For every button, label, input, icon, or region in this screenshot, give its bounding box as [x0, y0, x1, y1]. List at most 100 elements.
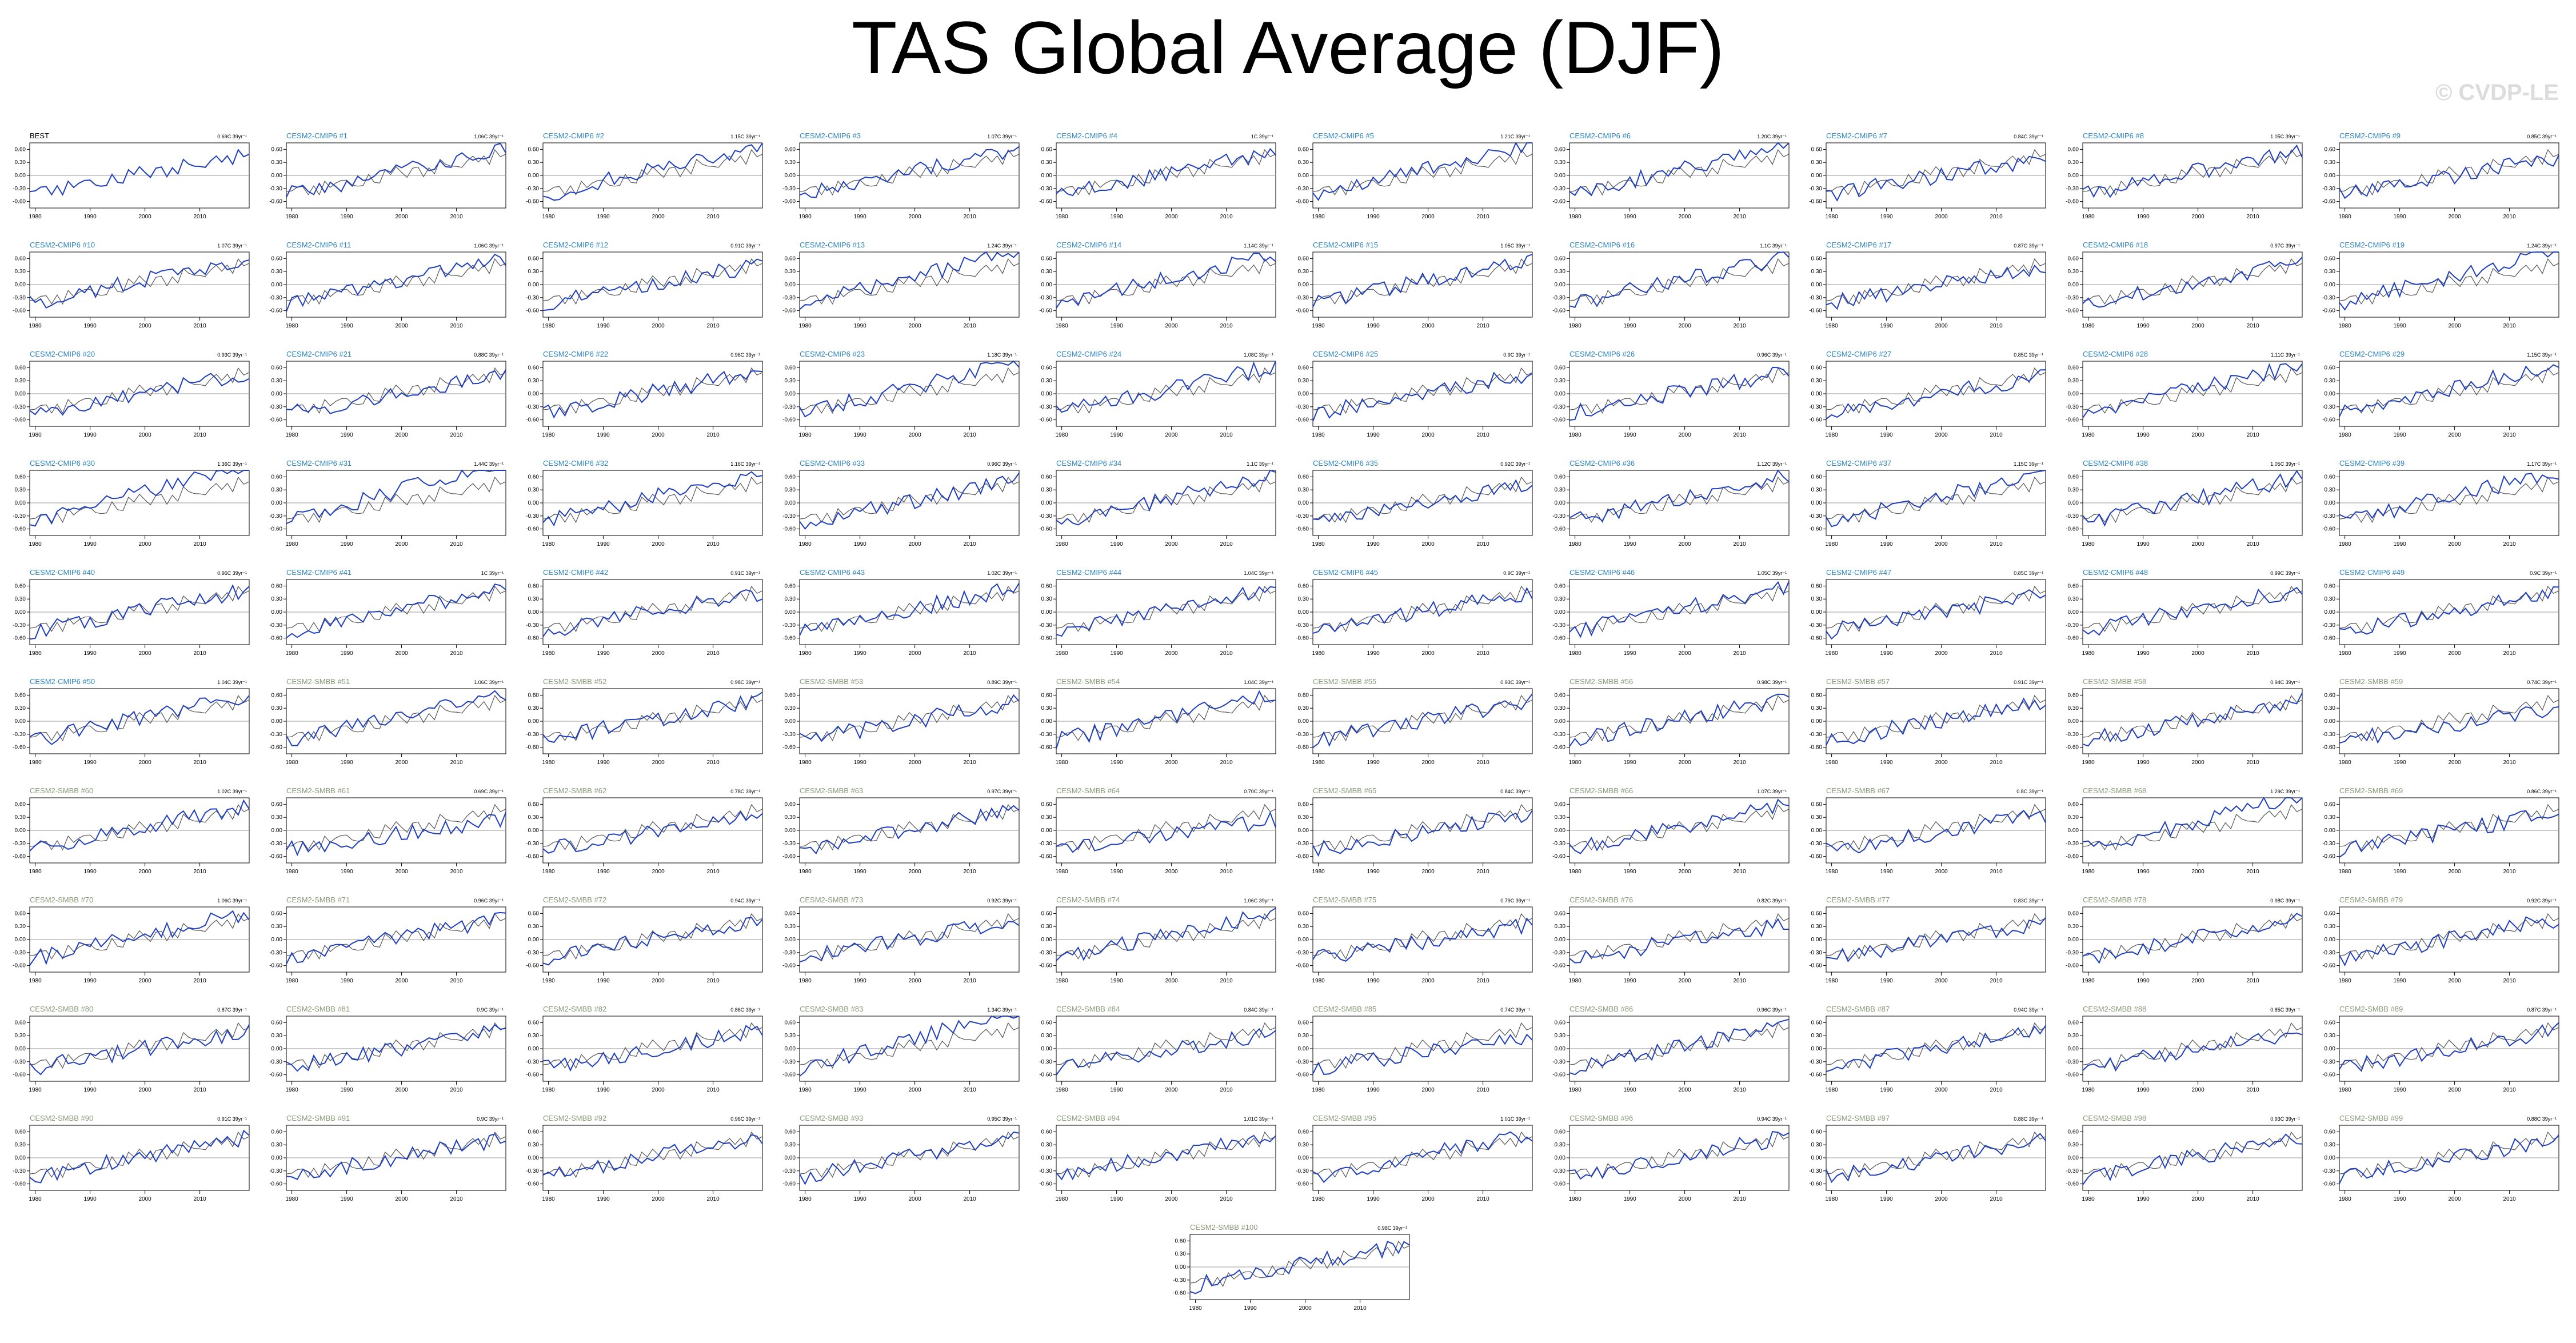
y-tick-label: -0.60 — [2322, 1072, 2335, 1078]
panel-trend: 0.95C 39yr⁻¹ — [987, 1116, 1017, 1122]
x-tick-label: 2000 — [1165, 432, 1178, 438]
x-tick-label: 2000 — [1421, 214, 1435, 220]
panel-trend: 0.78C 39yr⁻¹ — [730, 789, 760, 794]
y-tick-label: 0.60 — [528, 801, 540, 808]
x-tick-label: 1980 — [1312, 650, 1325, 657]
x-tick-label: 2010 — [193, 869, 206, 875]
chart-panel: CESM2-SMBB #79 0.92C 39yr⁻¹ 0.60 0.30 0.00 -0… — [2322, 896, 2559, 984]
panel-trend: 0.79C 39yr⁻¹ — [1500, 898, 1530, 904]
chart-panel: CESM2-SMBB #78 0.98C 39yr⁻¹ 0.60 0.30 0.00 -0… — [2066, 896, 2303, 984]
x-tick-label: 2010 — [1733, 978, 1746, 984]
y-tick-label: 0.30 — [1811, 596, 1823, 602]
panel-title: CESM2-CMIP6 #38 — [2083, 459, 2148, 467]
y-tick-label: -0.60 — [2066, 745, 2079, 751]
y-tick-label: 0.00 — [2068, 1155, 2079, 1161]
x-tick-label: 1990 — [1880, 978, 1893, 984]
y-tick-label: 0.60 — [1298, 583, 1309, 589]
y-tick-label: 0.60 — [1811, 146, 1823, 153]
x-tick-label: 1990 — [1244, 1305, 1257, 1312]
y-tick-label: 0.00 — [1811, 609, 1823, 615]
chart-panel: BEST 0.69C 39yr⁻¹ 0.60 0.30 0.00 -0.30 -0.60 19… — [13, 131, 250, 220]
y-tick-label: 0.30 — [271, 924, 283, 930]
model-series-line — [1056, 469, 1276, 526]
x-tick-label: 1990 — [853, 541, 866, 547]
y-tick-label: 0.60 — [2325, 1020, 2336, 1026]
y-tick-label: -0.30 — [782, 404, 796, 410]
chart-panel: CESM2-CMIP6 #49 0.9C 39yr⁻¹ 0.60 0.30 0.00 -0… — [2322, 568, 2559, 657]
y-tick-label: 0.00 — [1811, 1155, 1823, 1161]
x-tick-label: 2000 — [1935, 978, 1948, 984]
chart-panel: CESM2-SMBB #69 0.86C 39yr⁻¹ 0.60 0.30 0.00 -0… — [2322, 786, 2559, 875]
x-tick-label: 2000 — [1678, 760, 1691, 766]
x-tick-label: 1980 — [1055, 323, 1068, 329]
obs-series-line — [542, 585, 763, 633]
model-series-line — [1826, 264, 2046, 310]
y-tick-label: 0.30 — [15, 814, 26, 821]
obs-series-line — [2082, 149, 2303, 196]
x-tick-label: 1990 — [2136, 541, 2150, 547]
panel-title: CESM2-SMBB #100 — [1190, 1223, 1258, 1232]
panel-trend: 1.16C 39yr⁻¹ — [730, 461, 760, 467]
y-tick-label: 0.00 — [1555, 173, 1566, 179]
y-tick-label: 0.00 — [2325, 282, 2336, 288]
x-tick-label: 1980 — [2338, 978, 2351, 984]
x-tick-label: 2000 — [2448, 541, 2461, 547]
x-tick-label: 1990 — [83, 978, 97, 984]
y-tick-label: -0.60 — [1296, 1181, 1309, 1188]
panel-title: CESM2-CMIP6 #23 — [800, 350, 865, 358]
chart-panel: CESM2-SMBB #52 0.98C 39yr⁻¹ 0.60 0.30 0.00 -0… — [526, 677, 763, 766]
y-tick-label: 0.00 — [2325, 937, 2336, 943]
y-tick-label: 0.00 — [1811, 282, 1823, 288]
panel-title: CESM2-CMIP6 #50 — [30, 677, 95, 686]
chart-panel: CESM2-SMBB #96 0.94C 39yr⁻¹ 0.60 0.30 0.00 -0… — [1552, 1114, 1790, 1202]
y-tick-label: 0.30 — [1811, 159, 1823, 166]
model-series-line — [286, 142, 506, 198]
x-tick-label: 2000 — [1165, 869, 1178, 875]
obs-series-line — [799, 804, 1020, 851]
obs-series-line — [1056, 476, 1276, 523]
x-tick-label: 1990 — [2393, 541, 2406, 547]
x-tick-label: 2010 — [450, 1087, 463, 1093]
y-tick-label: 0.00 — [271, 609, 283, 615]
y-tick-label: 0.60 — [271, 255, 283, 262]
panel-title: CESM2-SMBB #83 — [800, 1005, 863, 1013]
x-tick-label: 2010 — [2246, 1087, 2259, 1093]
model-series-line — [29, 1024, 250, 1076]
y-tick-label: 0.60 — [271, 1129, 283, 1135]
x-tick-label: 1990 — [597, 869, 610, 875]
y-tick-label: -0.30 — [13, 1059, 26, 1065]
y-tick-label: 0.30 — [1811, 924, 1823, 930]
x-tick-label: 1990 — [853, 214, 866, 220]
x-tick-label: 1990 — [1623, 1087, 1636, 1093]
panel-title: CESM2-SMBB #87 — [1826, 1005, 1890, 1013]
panel-title: CESM2-SMBB #62 — [543, 786, 606, 795]
panel-trend: 1.08C 39yr⁻¹ — [1244, 352, 1273, 358]
y-tick-label: -0.60 — [1296, 963, 1309, 969]
panel-trend: 1.20C 39yr⁻¹ — [1757, 134, 1787, 139]
y-tick-label: 0.00 — [1555, 828, 1566, 834]
x-tick-label: 1990 — [1880, 650, 1893, 657]
panel-trend: 0.87C 39yr⁻¹ — [2527, 1007, 2557, 1013]
y-tick-label: -0.30 — [2322, 404, 2335, 410]
y-tick-label: -0.30 — [526, 186, 539, 192]
panel-title: CESM2-SMBB #76 — [1569, 896, 1633, 904]
chart-panel: CESM2-CMIP6 #13 1.24C 39yr⁻¹ 0.60 0.30 0.00 -… — [782, 241, 1020, 329]
panel-title: BEST — [30, 131, 49, 140]
model-series-line — [1826, 697, 2046, 746]
panel-trend: 0.96C 39yr⁻¹ — [1757, 352, 1787, 358]
panel-trend: 0.93C 39yr⁻¹ — [1500, 680, 1530, 685]
model-series-line — [1312, 254, 1533, 307]
watermark: © CVDP-LE — [2435, 80, 2559, 105]
obs-series-line — [799, 1022, 1020, 1069]
x-tick-label: 2010 — [2246, 869, 2259, 875]
model-series-line — [2339, 1022, 2559, 1072]
y-tick-label: -0.60 — [1039, 854, 1052, 860]
panel-title: CESM2-CMIP6 #37 — [1826, 459, 1891, 467]
y-tick-label: 0.60 — [528, 1129, 540, 1135]
x-tick-label: 2010 — [193, 1196, 206, 1202]
y-tick-label: -0.60 — [2066, 1181, 2079, 1188]
model-series-line — [1569, 798, 1790, 854]
chart-panel: CESM2-CMIP6 #21 0.88C 39yr⁻¹ 0.60 0.30 0.00 -… — [269, 350, 506, 438]
y-tick-label: -0.60 — [13, 526, 26, 533]
